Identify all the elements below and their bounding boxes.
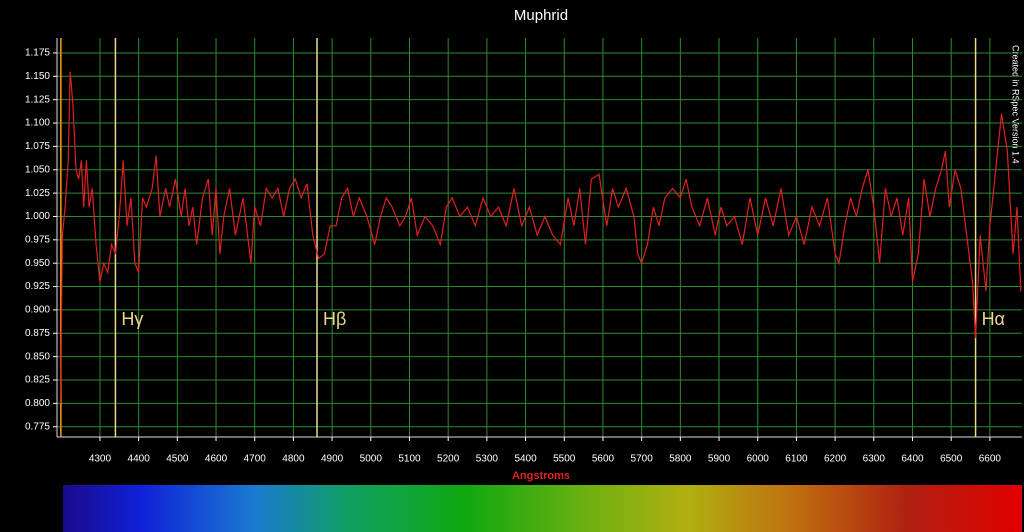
x-tick-label: 5200 [437,454,460,465]
x-tick-label: 6500 [940,454,963,465]
y-tick-label: 1.000 [25,211,50,222]
x-tick-label: 6600 [979,454,1002,465]
x-tick-label: 4400 [128,454,151,465]
x-tick-label: 5600 [592,454,615,465]
x-tick-label: 4800 [282,454,305,465]
x-tick-label: 5000 [360,454,383,465]
y-tick-label: 1.075 [25,141,50,152]
x-tick-label: 5400 [514,454,537,465]
reference-label: Hγ [121,309,143,329]
y-tick-label: 0.925 [25,281,50,292]
y-tick-label: 1.025 [25,188,50,199]
y-tick-label: 1.125 [25,94,50,105]
x-tick-label: 5700 [631,454,654,465]
y-tick-label: 0.975 [25,234,50,245]
y-tick-label: 1.150 [25,71,50,82]
x-tick-label: 4500 [166,454,189,465]
y-tick-label: 1.175 [25,48,50,59]
y-tick-label: 1.050 [25,164,50,175]
spectrum-strip [63,485,1022,532]
y-tick-label: 0.900 [25,305,50,316]
x-tick-label: 5900 [708,454,731,465]
x-axis-label: Angstroms [512,470,570,482]
x-tick-label: 6200 [824,454,847,465]
x-tick-label: 4700 [244,454,267,465]
y-tick-label: 0.950 [25,258,50,269]
x-tick-label: 6300 [863,454,886,465]
x-tick-label: 5800 [669,454,692,465]
reference-label: Hα [982,309,1005,329]
x-tick-label: 5500 [553,454,576,465]
y-tick-label: 0.825 [25,375,50,386]
y-tick-label: 0.800 [25,398,50,409]
y-tick-label: 1.100 [25,118,50,129]
x-tick-label: 6400 [901,454,924,465]
reference-label: Hβ [323,309,346,329]
y-tick-label: 0.875 [25,328,50,339]
x-tick-label: 5300 [476,454,499,465]
y-tick-label: 0.850 [25,351,50,362]
x-tick-label: 4900 [321,454,344,465]
x-tick-label: 4300 [89,454,112,465]
x-tick-label: 6100 [785,454,808,465]
spectrum-line [59,71,1022,404]
x-tick-label: 5100 [398,454,421,465]
chart-title: Muphrid [514,7,568,24]
x-tick-label: 6000 [747,454,770,465]
credit: Created in RSpec Version 1.4 [1011,45,1021,164]
y-tick-label: 0.775 [25,421,50,432]
x-tick-label: 4600 [205,454,228,465]
